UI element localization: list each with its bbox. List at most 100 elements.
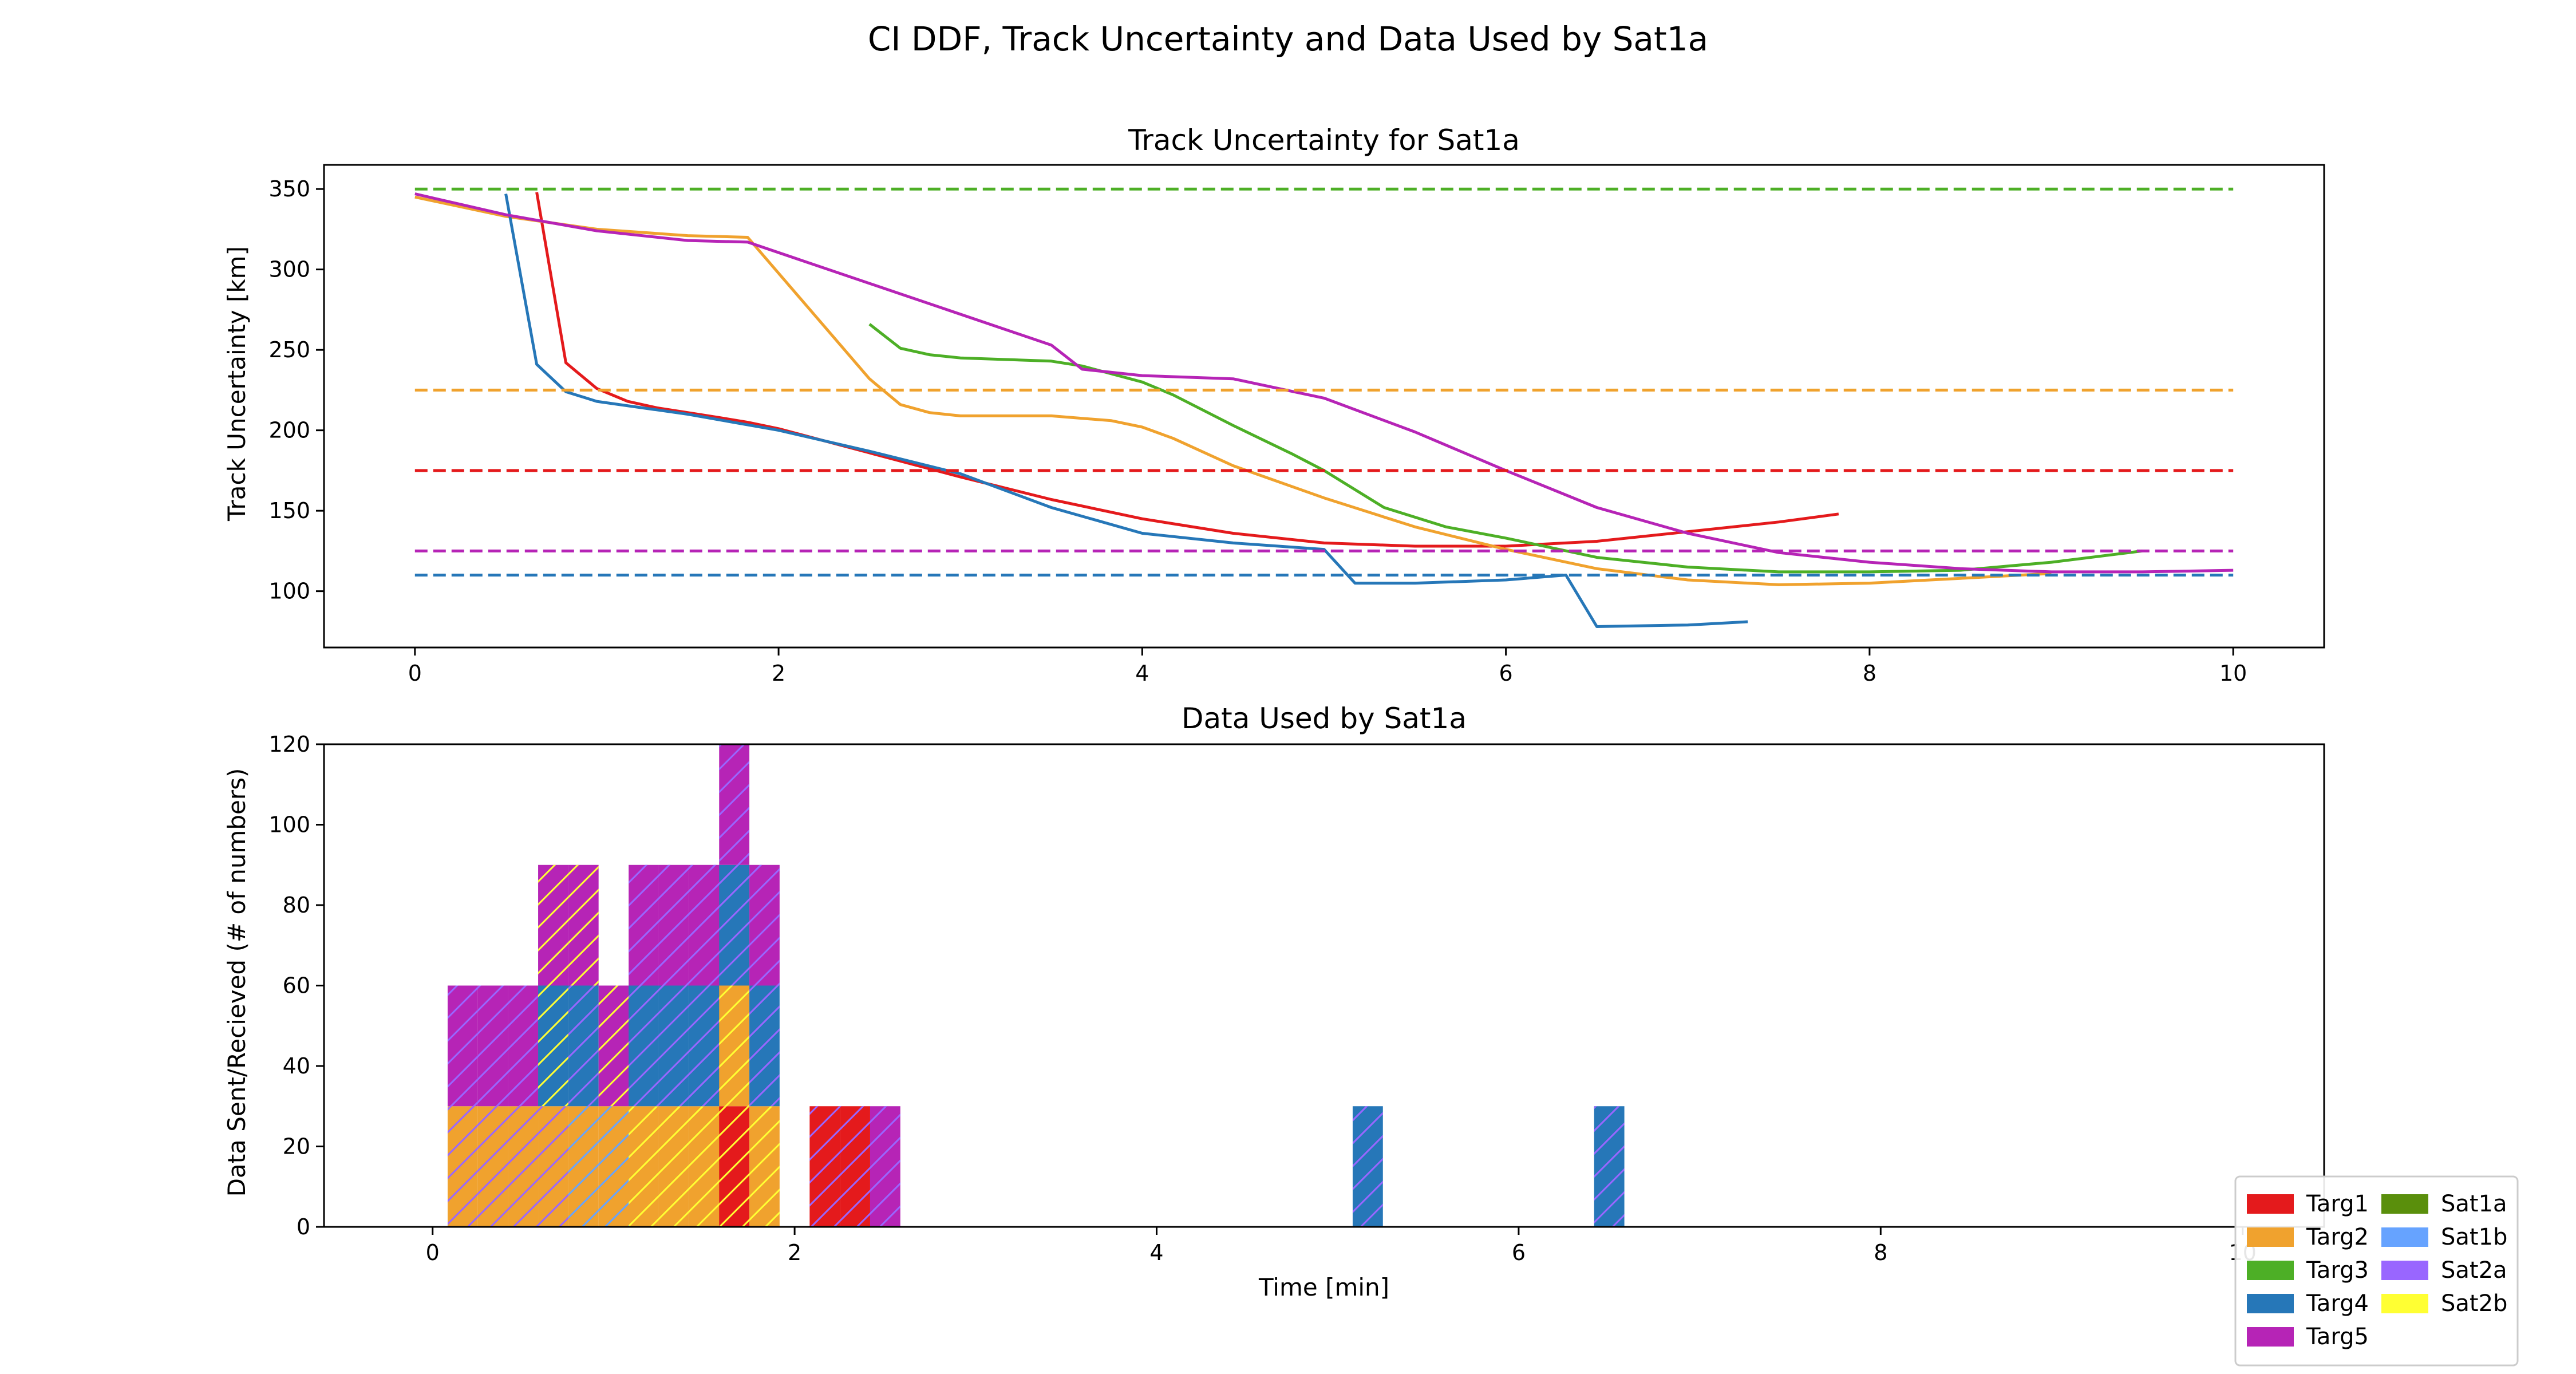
targ5-uncertainty-line [414,192,2234,574]
data-bar-targ4 [629,985,659,1107]
data-bar-hatch [447,1106,478,1227]
data-bar-targ4 [1594,1106,1625,1227]
top-plot-xtick-label: 0 [408,661,422,686]
figure-suptitle: CI DDF, Track Uncertainty and Data Used … [868,19,1708,58]
legend: Targ1 Targ2 Targ3 Targ4 Targ5 Sat1a Sat1b Sat2a… [2234,1175,2519,1367]
data-bar-hatch [568,985,599,1107]
legend-swatch-targ5 [2247,1327,2294,1347]
data-bar-targ2 [749,1106,780,1227]
data-bar-targ2 [629,1106,659,1227]
top-plot-xtick-label: 10 [2219,661,2247,686]
data-bar-hatch [719,744,750,865]
legend-label-targ4: Targ4 [2306,1290,2369,1317]
data-bar-hatch [749,1106,780,1227]
bottom-plot-xtick-label: 8 [1874,1240,1887,1265]
data-bar-hatch [658,864,689,986]
data-bar-targ4 [689,985,720,1107]
data-bar-hatch [538,864,568,986]
data-bar-targ2 [689,1106,720,1227]
bottom-plot-xtick-label: 0 [426,1240,440,1265]
data-bar-hatch [719,864,750,986]
data-bar-hatch [658,985,689,1107]
data-bar-targ2 [508,1106,539,1227]
data-bar-hatch [598,985,629,1107]
legend-frame [2234,1175,2519,1367]
bottom-plot-xtick-label: 6 [1512,1240,1526,1265]
data-bar-hatch [689,1106,720,1227]
bottom-plot-frame [323,743,2325,1228]
legend-label-targ1: Targ1 [2306,1191,2369,1217]
legend-swatch-targ3 [2247,1261,2294,1280]
data-bar-targ5 [719,744,750,865]
data-bar-hatch [658,1106,689,1227]
legend-label-sat1a: Sat1a [2441,1191,2507,1217]
top-plot-ylabel: Track Uncertainty [km] [223,246,251,522]
bottom-plot-title: Data Used by Sat1a [1182,702,1467,735]
track-uncertainty-plot: Track Uncertainty for Sat1a Track Uncert… [223,124,2325,686]
bottom-plot-ytick-label: 60 [283,973,310,998]
data-bar-targ2 [477,1106,508,1227]
bottom-plot-ytick-label: 40 [283,1053,310,1079]
data-bar-hatch [719,985,750,1107]
data-bar-targ5 [749,864,780,986]
bottom-plot-ytick-label: 20 [283,1134,310,1159]
data-bar-targ2 [598,1106,629,1227]
top-plot-ticks: 0 2 4 6 8 10 100 150 200 250 300 350 [268,176,2247,686]
top-plot-xtick-label: 8 [1863,661,1876,686]
data-bar-hatch [477,1106,508,1227]
top-plot-ytick-label: 150 [268,498,310,523]
data-bar-hatch [1352,1106,1383,1227]
data-bar-hatch [809,1106,840,1227]
data-bar-targ4 [749,985,780,1107]
data-bar-hatch [568,864,599,986]
data-bar-hatch [689,864,720,986]
data-bar-targ5 [447,985,478,1107]
top-plot-ytick-label: 250 [268,337,310,362]
data-bar-hatch [568,1106,599,1227]
bottom-plot-ytick-label: 120 [268,732,310,757]
data-bar-targ5 [598,985,629,1107]
legend-label-sat1b: Sat1b [2441,1224,2507,1250]
data-bar-hatch [629,985,659,1107]
data-bar-hatch [629,864,659,986]
legend-label-sat2b: Sat2b [2441,1290,2507,1317]
data-bar-targ2 [538,1106,568,1227]
legend-label-targ5: Targ5 [2306,1324,2369,1350]
top-plot-xtick-label: 4 [1135,661,1149,686]
data-bar-hatch [598,1106,629,1227]
data-bar-targ5 [658,864,689,986]
data-bar-hatch [477,985,508,1107]
data-bar-hatch [749,864,780,986]
legend-swatch-sat1b [2381,1227,2428,1247]
legend-label-targ2: Targ2 [2306,1224,2369,1250]
data-bar-targ1 [809,1106,840,1227]
top-plot-title: Track Uncertainty for Sat1a [1128,124,1520,157]
data-bar-targ4 [719,864,750,986]
data-bar-targ5 [477,985,508,1107]
data-bar-targ5 [689,864,720,986]
data-bar-targ5 [870,1106,900,1227]
data-bar-hatch [447,985,478,1107]
legend-swatch-targ2 [2247,1227,2294,1247]
bottom-plot-ytick-label: 100 [268,812,310,838]
data-bar-hatch [749,985,780,1107]
data-bar-hatch [840,1106,870,1227]
bottom-plot-xtick-label: 2 [788,1240,801,1265]
legend-swatch-targ4 [2247,1294,2294,1313]
legend-swatch-sat1a [2381,1194,2428,1214]
data-bar-targ2 [447,1106,478,1227]
legend-label-targ3: Targ3 [2306,1257,2369,1284]
data-bar-targ5 [538,864,568,986]
bottom-plot-ytick-label: 80 [283,893,310,918]
data-bar-targ2 [658,1106,689,1227]
top-plot-frame [323,164,2325,649]
legend-swatch-sat2a [2381,1261,2428,1280]
targ2-uncertainty-line [414,195,2052,586]
data-bar-hatch [538,1106,568,1227]
data-bar-hatch [1594,1106,1625,1227]
data-bar-targ4 [1352,1106,1383,1227]
top-plot-ytick-label: 100 [268,579,310,604]
data-bar-targ5 [508,985,539,1107]
bottom-plot-ylabel: Data Sent/Recieved (# of numbers) [223,768,251,1197]
